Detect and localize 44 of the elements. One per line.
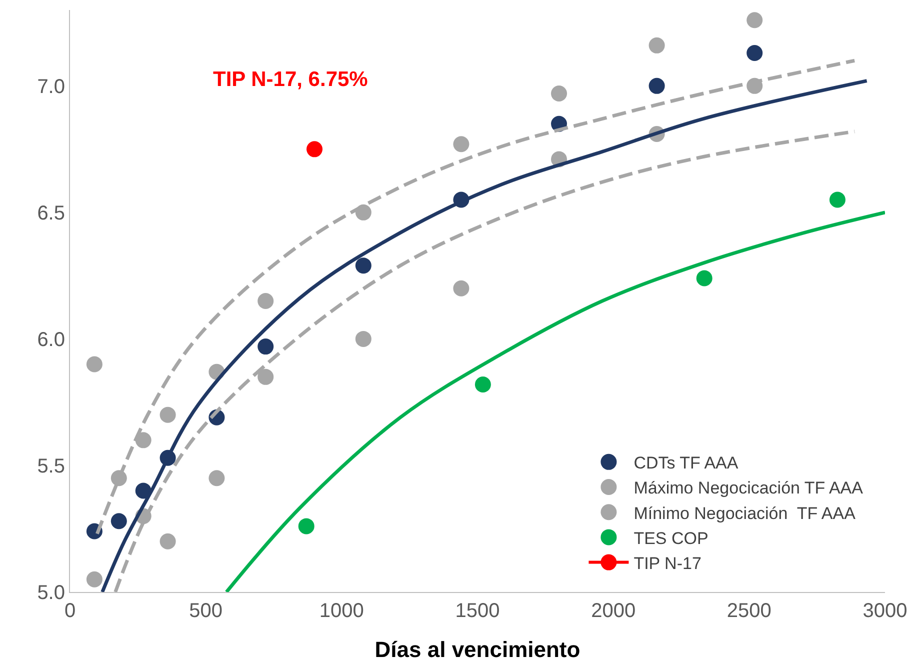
point bbox=[829, 192, 846, 208]
legend-label: Mínimo Negociación TF AAA bbox=[634, 504, 856, 523]
point bbox=[696, 270, 712, 286]
point bbox=[160, 406, 176, 423]
point bbox=[355, 330, 372, 347]
point bbox=[746, 12, 763, 28]
point bbox=[86, 356, 102, 372]
point bbox=[648, 37, 665, 54]
point bbox=[160, 533, 176, 550]
legend-label: CDTs TF AAA bbox=[634, 454, 739, 473]
y-tick-label: 7.0 bbox=[37, 76, 65, 98]
y-tick-label: 5.0 bbox=[37, 582, 65, 604]
y-tick-label: 6.0 bbox=[37, 328, 65, 351]
x-axis-title: Días al vencimiento bbox=[374, 636, 580, 662]
point bbox=[306, 141, 322, 158]
point bbox=[648, 78, 665, 94]
line-series bbox=[224, 210, 885, 592]
y-tick-label: 6.5 bbox=[37, 202, 65, 224]
point bbox=[135, 432, 152, 448]
point bbox=[258, 338, 274, 355]
x-tick-label: 1500 bbox=[455, 600, 500, 622]
point bbox=[110, 513, 127, 530]
y-tick-label: 5.5 bbox=[37, 455, 65, 478]
x-tick-label: 2500 bbox=[726, 600, 772, 622]
legend-label: TES COP bbox=[634, 528, 708, 548]
point bbox=[474, 376, 491, 392]
x-tick-label: 0 bbox=[64, 600, 76, 622]
x-tick-label: 1000 bbox=[319, 600, 364, 622]
x-tick-label: 2000 bbox=[591, 600, 636, 622]
point bbox=[258, 368, 274, 385]
point bbox=[208, 470, 225, 486]
annotation: TIP N-17, 6.75% bbox=[213, 68, 368, 91]
point bbox=[355, 258, 372, 274]
point bbox=[453, 280, 470, 296]
point bbox=[746, 45, 763, 62]
point bbox=[86, 571, 102, 588]
point bbox=[453, 136, 470, 152]
legend-label: Máximo Negocicación TF AAA bbox=[634, 478, 864, 498]
point bbox=[551, 86, 567, 102]
x-tick-label: 3000 bbox=[862, 600, 908, 622]
x-tick-label: 500 bbox=[189, 600, 223, 622]
legend-label: TIP N-17 bbox=[634, 554, 702, 573]
point bbox=[298, 518, 314, 534]
point bbox=[258, 293, 274, 309]
